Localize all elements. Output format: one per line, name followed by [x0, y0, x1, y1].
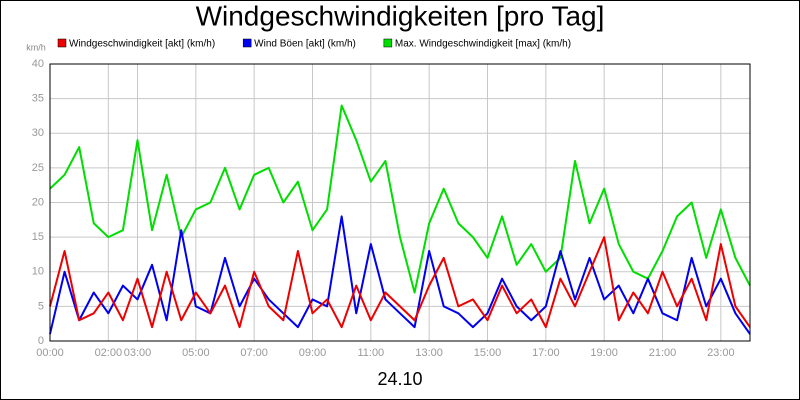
x-tick-label: 17:00 [532, 347, 560, 359]
series-line [49, 215, 751, 335]
x-tick-label: 23:00 [707, 347, 735, 359]
x-tick-label: 05:00 [182, 347, 210, 359]
legend-label: Wind Böen [akt] (km/h) [254, 39, 356, 50]
x-tick-label: 09:00 [299, 347, 327, 359]
legend-swatch [383, 38, 393, 48]
y-tick-label: 15 [32, 231, 44, 243]
plot-border [49, 63, 751, 342]
legend-swatch [57, 38, 67, 48]
x-tick-label: 03:00 [124, 347, 152, 359]
legend-label: Max. Windgeschwindigkeit [max] (km/h) [395, 39, 571, 50]
y-tick-label: 35 [32, 93, 44, 105]
x-tick-label: 07:00 [240, 347, 268, 359]
y-tick-label: 20 [32, 196, 44, 208]
x-tick-label: 02:00 [95, 347, 123, 359]
x-tick-label: 21:00 [649, 347, 677, 359]
y-tick-label: 40 [32, 58, 44, 70]
y-axis-unit: km/h [26, 42, 46, 52]
x-tick-label: 11:00 [357, 347, 384, 359]
date-label: 24.10 [377, 369, 422, 389]
y-tick-label: 25 [32, 162, 44, 174]
y-tick-label: 10 [32, 266, 44, 278]
y-tick-label: 0 [38, 335, 44, 347]
x-tick-label: 19:00 [590, 347, 618, 359]
x-tick-label: 00:00 [36, 347, 64, 359]
y-tick-label: 5 [38, 300, 44, 312]
series-line [49, 104, 751, 294]
legend-swatch [242, 38, 252, 48]
x-tick-label: 15:00 [474, 347, 502, 359]
x-tick-label: 13:00 [415, 347, 443, 359]
series-line [49, 236, 751, 329]
y-tick-label: 30 [32, 127, 44, 139]
legend-label: Windgeschwindigkeit [akt] (km/h) [69, 39, 215, 50]
chart-title: Windgeschwindigkeiten [pro Tag] [196, 0, 605, 31]
